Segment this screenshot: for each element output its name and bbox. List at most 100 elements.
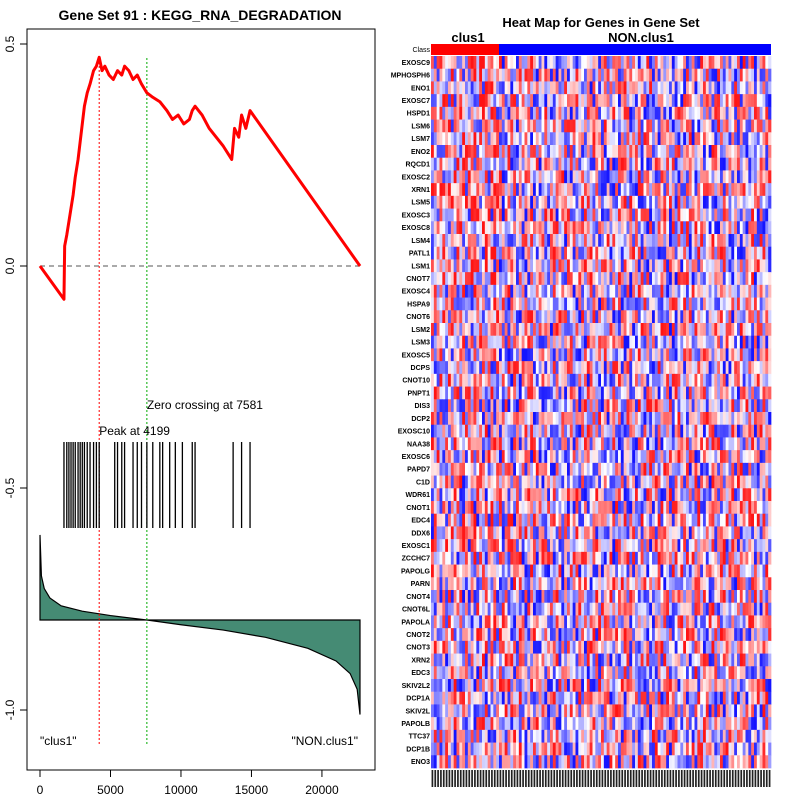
heatmap-cell: [618, 170, 622, 184]
heatmap-cell: [433, 335, 438, 349]
heatmap-cell: [527, 323, 531, 337]
heatmap-cell: [632, 208, 636, 222]
heatmap-cell: [618, 437, 622, 451]
heatmap-cell: [714, 145, 718, 159]
heatmap-cell: [731, 68, 735, 82]
heatmap-cell: [470, 551, 474, 565]
heatmap-cell: [663, 513, 667, 527]
heatmap-cell: [674, 475, 678, 489]
heatmap-cell: [671, 106, 676, 120]
heatmap-cell: [462, 221, 466, 235]
heatmap-cell: [680, 513, 684, 527]
heatmap-cell: [513, 81, 517, 95]
heatmap-cell: [765, 94, 769, 108]
heatmap-cell: [589, 488, 593, 502]
heatmap-cell: [649, 361, 653, 375]
heatmap-cell: [538, 246, 542, 260]
heatmap-cell: [737, 348, 741, 362]
heatmap-cell: [632, 234, 636, 248]
heatmap-cell: [663, 399, 667, 413]
heatmap-cell: [586, 119, 591, 133]
heatmap-cell: [742, 361, 746, 375]
heatmap-cell: [762, 119, 766, 133]
heatmap-cell: [722, 323, 727, 337]
heatmap-cell: [569, 412, 574, 426]
heatmap-cell: [754, 450, 758, 464]
heatmap-cell: [527, 145, 531, 159]
heatmap-cell: [567, 259, 571, 273]
heatmap-cell: [612, 170, 616, 184]
heatmap-cell: [629, 119, 633, 133]
heatmap-cell: [592, 68, 596, 82]
heatmap-cell: [555, 450, 559, 464]
heatmap-cell: [717, 183, 721, 197]
heatmap-cell: [652, 526, 656, 540]
heatmap-cell: [442, 183, 446, 197]
heatmap-cell: [637, 81, 642, 95]
heatmap-cell: [499, 81, 503, 95]
heatmap-cell: [637, 412, 642, 426]
heatmap-cell: [518, 208, 523, 222]
heatmap-cell: [450, 564, 455, 578]
heatmap-cell: [629, 221, 633, 235]
heatmap-cell: [501, 183, 506, 197]
heatmap-cell: [674, 361, 678, 375]
heatmap-cell: [490, 157, 494, 171]
heatmap-cell: [535, 284, 540, 298]
heatmap-cell: [643, 68, 647, 82]
heatmap-cell: [705, 170, 710, 184]
heatmap-cell: [484, 221, 489, 235]
heatmap-cell: [660, 259, 664, 273]
heatmap-cell: [589, 183, 593, 197]
heatmap-cell: [748, 297, 752, 311]
class-bar-non-clus1: [499, 44, 771, 55]
heatmap-cell: [717, 462, 721, 476]
heatmap-cell: [490, 501, 494, 515]
heatmap-cell: [615, 68, 619, 82]
heatmap-cell: [538, 68, 542, 82]
heatmap-cell: [737, 234, 741, 248]
heatmap-cell: [609, 450, 613, 464]
heatmap-cell: [637, 373, 642, 387]
heatmap-cell: [581, 412, 585, 426]
heatmap-cell: [606, 56, 610, 70]
heatmap-cell: [476, 437, 480, 451]
heatmap-cell: [436, 399, 440, 413]
heatmap-cell: [510, 539, 514, 553]
heatmap-cell: [456, 132, 460, 146]
heatmap-cell: [697, 399, 701, 413]
heatmap-cell: [453, 119, 457, 133]
heatmap-cell: [589, 259, 593, 273]
heatmap-cell: [598, 297, 602, 311]
heatmap-cell: [680, 221, 684, 235]
heatmap-cell: [623, 119, 627, 133]
heatmap-cell: [581, 539, 585, 553]
heatmap-cell: [635, 462, 639, 476]
heatmap-cell: [541, 450, 545, 464]
heatmap-cell: [578, 348, 582, 362]
heatmap-cell: [470, 234, 474, 248]
heatmap-cell: [609, 526, 613, 540]
heatmap-cell: [586, 310, 591, 324]
heatmap-cell: [445, 450, 449, 464]
heatmap-cell: [768, 284, 772, 298]
heatmap-cell: [694, 170, 698, 184]
heatmap-cell: [717, 106, 721, 120]
heatmap-cell: [694, 462, 698, 476]
heatmap-cell: [521, 323, 525, 337]
heatmap-cell: [700, 399, 704, 413]
heatmap-cell: [510, 526, 514, 540]
heatmap-cell: [652, 246, 656, 260]
heatmap-cell: [663, 412, 667, 426]
heatmap-cell: [439, 424, 443, 438]
heatmap-cell: [745, 513, 749, 527]
heatmap-cell: [470, 81, 474, 95]
heatmap-cell: [717, 386, 721, 400]
heatmap-cell: [561, 170, 565, 184]
heatmap-cell: [623, 399, 627, 413]
heatmap-cell: [765, 424, 769, 438]
heatmap-cell: [490, 259, 494, 273]
heatmap-cell: [697, 424, 701, 438]
heatmap-cell: [691, 259, 695, 273]
heatmap-cell: [436, 310, 440, 324]
